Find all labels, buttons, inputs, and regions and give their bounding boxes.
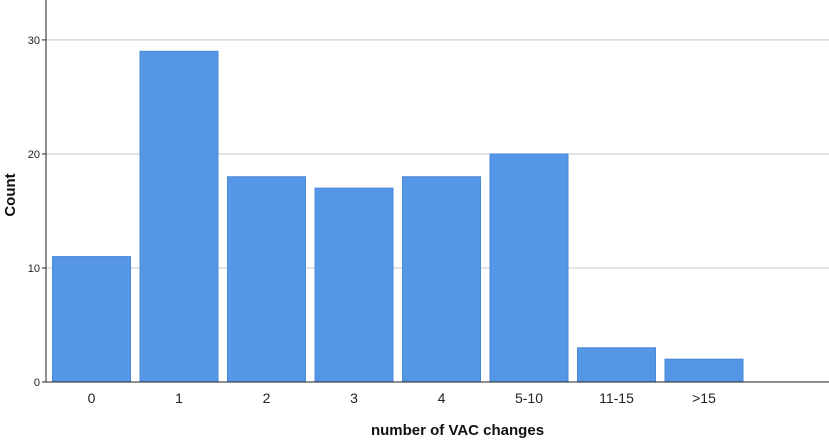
y-tick-label-0: 0: [34, 377, 40, 389]
bar-11-15: [577, 347, 656, 383]
x-axis-title: number of VAC changes: [371, 422, 544, 439]
x-tick-label-4: 4: [438, 390, 446, 406]
bar-1: [139, 50, 219, 383]
bar-4: [402, 176, 481, 383]
bar->15: [664, 358, 744, 383]
bar-5-10: [489, 153, 569, 383]
x-tick-label->15: >15: [692, 390, 716, 406]
x-tick-label-5-10: 5-10: [515, 390, 543, 406]
y-tick-label-30: 30: [28, 35, 40, 47]
bar-0: [52, 256, 131, 383]
x-tick-label-1: 1: [175, 390, 183, 406]
y-tick-label-20: 20: [28, 149, 40, 161]
bars: [52, 50, 744, 383]
x-tick-label-3: 3: [350, 390, 358, 406]
bar-3: [314, 187, 394, 383]
bar-2: [227, 176, 306, 383]
x-tick-label-2: 2: [263, 390, 271, 406]
x-tick-labels: 0 1 2 3 4 5-10 11-15 >15: [88, 390, 716, 406]
axes: [45, 0, 829, 383]
x-tick-label-11-15: 11-15: [599, 390, 634, 406]
y-axis-title: Count: [2, 173, 19, 216]
y-tick-label-10: 10: [28, 263, 40, 275]
x-tick-label-0: 0: [88, 390, 96, 406]
y-tick-labels: 0 10 20 30: [28, 35, 46, 389]
